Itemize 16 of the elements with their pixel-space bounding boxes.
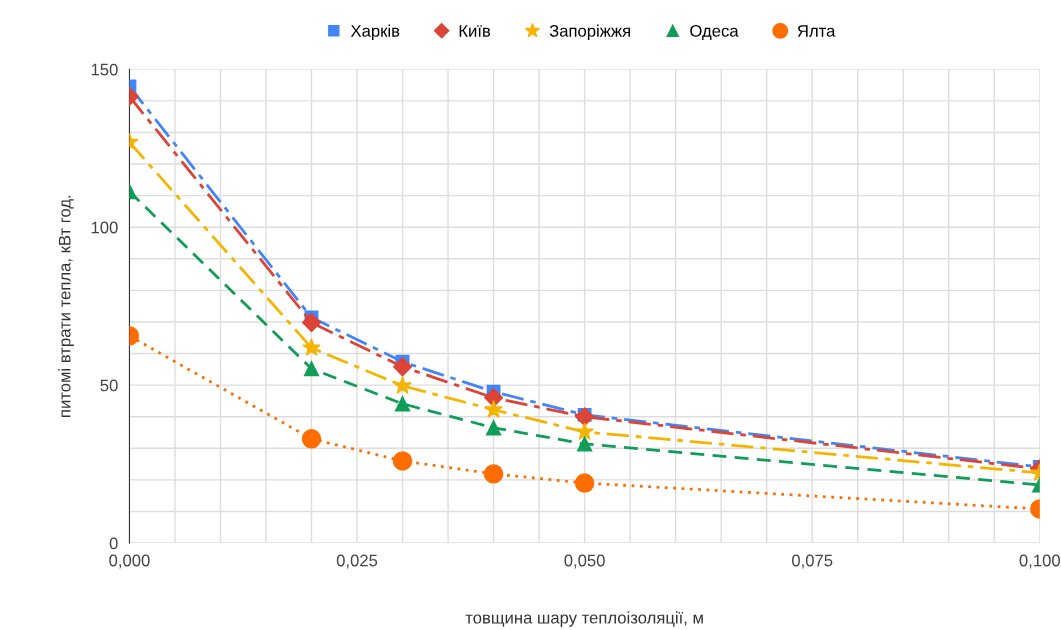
y-axis-title: питомі втрати тепла, кВт год. [58,195,74,417]
y-tick-label: 50 [100,379,118,392]
x-tick-label: 0,050 [564,554,605,569]
y-tick-label: 100 [91,221,118,234]
x-tick-label: 0,000 [109,554,150,569]
legend-label: Одеса [690,24,739,40]
y-tick-label: 150 [91,63,118,76]
legend-label: Ялта [797,25,836,37]
y-tick-label: 0 [109,537,118,550]
legend-label: Харків [350,24,400,41]
x-tick-label: 0,025 [336,554,378,569]
x-tick-label: 0,075 [791,554,833,569]
legend-label: Київ [459,25,491,37]
legend-label: Запоріжжя [549,24,630,41]
x-axis-title: товщина шару теплоізоляції, м [465,611,703,627]
x-tick-label: 0,100 [1019,554,1060,569]
